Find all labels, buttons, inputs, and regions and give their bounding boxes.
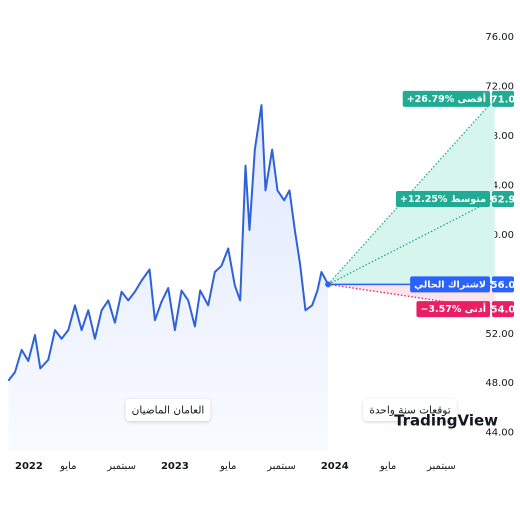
range-chip: توقعات سنة واحدة (363, 399, 457, 421)
y-tick-label: 68.00 (485, 131, 514, 142)
x-tick-label: 2023 (161, 461, 189, 472)
price-tag-box (492, 191, 514, 208)
price-area (8, 105, 329, 450)
price-tag: 54.0 (491, 301, 516, 318)
x-tick-label: 2022 (15, 461, 43, 472)
price-tag-value: 62.9 (491, 195, 516, 206)
y-tick-label: 48.00 (485, 378, 514, 389)
level-label: +26.79% أقصى (402, 90, 490, 107)
x-tick-label: سبتمبر (266, 461, 296, 472)
level-label: −3.57% أدنى (416, 301, 490, 318)
price-tag-box (492, 301, 514, 318)
current-point (325, 281, 332, 288)
level-label: +12.25% متوسط (395, 191, 490, 208)
level-label-text: +12.25% متوسط (400, 194, 486, 205)
x-tick-label: مايو (379, 461, 396, 472)
level-label-box (416, 301, 490, 318)
price-tag-value: 71.0 (491, 94, 516, 105)
y-tick-label: 64.00 (485, 180, 514, 191)
x-tick-label: سبتمبر (426, 461, 456, 472)
level-label: لاشتراك الحالي (410, 276, 490, 293)
logo: TradingView (394, 412, 498, 430)
price-tag-value: 54.0 (491, 305, 516, 316)
x-tick-label: مايو (59, 461, 76, 472)
x-tick-label: 2024 (321, 461, 349, 472)
price-tag: 62.9 (491, 191, 516, 208)
range-chip-box (125, 399, 211, 421)
range-chip-text: العامان الماضيان (132, 405, 205, 417)
y-tick-label: 72.00 (485, 82, 514, 93)
level-label-box (410, 276, 490, 293)
range-chip-text: توقعات سنة واحدة (369, 405, 450, 417)
price-tag-value: 56.0 (491, 280, 516, 291)
price-tag: 71.0 (491, 90, 516, 107)
range-chip-box (363, 399, 457, 421)
level-label-text: +26.79% أقصى (407, 92, 486, 105)
level-label-box (402, 90, 490, 107)
y-tick-label: 44.00 (485, 428, 514, 439)
price-tag-box (492, 90, 514, 107)
level-label-text: لاشتراك الحالي (414, 279, 486, 290)
price-line (7, 104, 329, 382)
level-label-text: −3.57% أدنى (420, 302, 486, 315)
y-tick-label: 76.00 (485, 32, 514, 43)
x-tick-label: مايو (219, 461, 236, 472)
y-tick-label: 52.00 (485, 329, 514, 340)
price-tag-box (492, 276, 514, 293)
x-tick-label: سبتمبر (106, 461, 136, 472)
y-tick-label: 60.00 (485, 230, 514, 241)
price-tag: 56.0 (491, 276, 516, 293)
level-label-box (395, 191, 490, 208)
range-chip: العامان الماضيان (125, 399, 211, 421)
forecast-line (327, 98, 496, 285)
